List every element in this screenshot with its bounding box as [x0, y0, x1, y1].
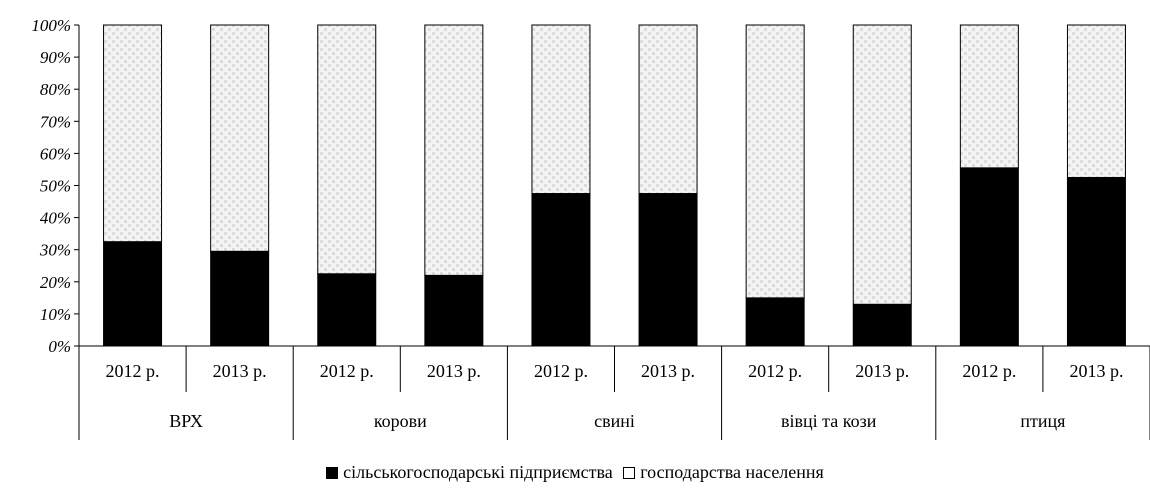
legend: сільськогосподарські підприємства господ… [0, 462, 1150, 484]
bar-segment-enterprises [317, 273, 377, 347]
x-category-label: 2013 р. [213, 361, 267, 381]
bar-segment-households [852, 24, 912, 305]
stacked-bar-chart: 0% 10% 20% 30% 40% 50% 60% 70% 80% 90% 100% 2012 р… [31, 16, 1150, 440]
bar-segment-enterprises [210, 250, 270, 347]
x-category-label: 2013 р. [1069, 361, 1123, 381]
y-tick-label: 90% [40, 48, 71, 67]
bar-segment-households [959, 24, 1019, 169]
bar-segment-enterprises [638, 193, 698, 347]
y-tick-label: 60% [40, 144, 71, 163]
y-tick-label: 50% [40, 177, 71, 196]
x-axis: 2012 р. 2013 р. 2012 р. 2013 р. 2012 р. 2013 … [74, 345, 1150, 440]
bar-segment-enterprises [424, 274, 484, 347]
y-tick-label: 30% [39, 241, 71, 260]
bar-segment-households [103, 24, 163, 243]
bar-segment-enterprises [103, 241, 163, 347]
y-tick-label: 80% [40, 80, 71, 99]
x-category-label: 2013 р. [427, 361, 481, 381]
legend-label-enterprises: сільськогосподарські підприємства [343, 462, 613, 482]
y-tick-label: 20% [40, 273, 71, 292]
bar-segment-enterprises [745, 297, 805, 347]
y-tick-label: 10% [40, 305, 71, 324]
bars [103, 24, 1126, 347]
legend-item-households: господарства населення [623, 462, 824, 483]
bar-segment-enterprises [959, 167, 1019, 347]
x-category-label: 2013 р. [855, 361, 909, 381]
legend-item-enterprises: сільськогосподарські підприємства [326, 462, 613, 483]
x-group-label: ВРХ [169, 411, 203, 431]
legend-label-households: господарства населення [640, 462, 824, 482]
x-category-label: 2013 р. [641, 361, 695, 381]
bar-segment-enterprises [531, 193, 591, 347]
x-category-label: 2012 р. [320, 361, 374, 381]
x-group-label: вівці та кози [781, 411, 877, 431]
y-axis: 0% 10% 20% 30% 40% 50% 60% 70% 80% 90% 100% [31, 16, 80, 356]
bar-segment-households [1066, 24, 1126, 178]
bar-segment-households [210, 24, 270, 252]
x-category-label: 2012 р. [106, 361, 160, 381]
x-category-label: 2012 р. [534, 361, 588, 381]
legend-swatch-households [623, 466, 636, 479]
y-tick-label: 70% [40, 112, 71, 131]
y-tick-label: 40% [40, 209, 71, 228]
legend-swatch-enterprises [326, 466, 339, 479]
bar-segment-households [317, 24, 377, 275]
x-category-label: 2012 р. [748, 361, 802, 381]
x-group-label: корови [374, 411, 427, 431]
bar-segment-enterprises [852, 303, 912, 347]
x-group-label: свині [594, 411, 635, 431]
bar-segment-enterprises [1066, 176, 1126, 347]
bar-segment-households [531, 24, 591, 195]
bar-segment-households [424, 24, 484, 276]
x-group-label: птиця [1020, 411, 1065, 431]
y-tick-label: 0% [48, 337, 71, 356]
bar-segment-households [638, 24, 698, 195]
x-category-label: 2012 р. [962, 361, 1016, 381]
y-tick-label: 100% [31, 16, 71, 35]
bar-segment-households [745, 24, 805, 299]
